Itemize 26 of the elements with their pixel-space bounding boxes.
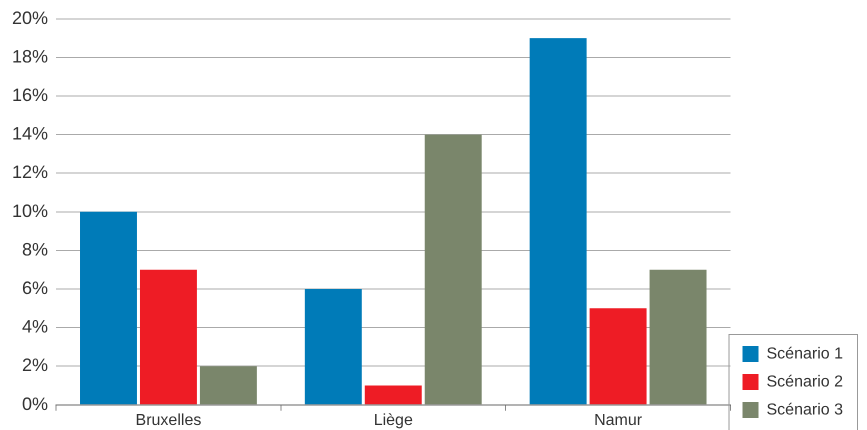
bar [304, 289, 362, 404]
x-tick-label: Namur [594, 412, 643, 429]
y-tick-label: 6% [22, 278, 48, 298]
y-tick-label: 0% [22, 394, 48, 414]
y-tick-label: 2% [22, 355, 48, 376]
y-tick-label: 4% [22, 316, 48, 337]
bar [140, 270, 197, 404]
y-tick-label: 16% [12, 84, 48, 105]
bar [650, 270, 707, 404]
legend-label: Scénario 2 [766, 373, 844, 390]
y-tick-label: 20% [12, 8, 48, 28]
y-tick-label: 18% [12, 46, 48, 66]
bar [200, 366, 257, 404]
bar [80, 212, 137, 404]
y-tick-label: 10% [12, 200, 48, 221]
bar [530, 38, 587, 404]
y-tick-label: 14% [12, 124, 48, 144]
bar [424, 134, 482, 404]
legend-label: Scénario 1 [766, 345, 844, 362]
legend-label: Scénario 3 [766, 401, 844, 418]
x-tick-label: Bruxelles [136, 412, 202, 429]
x-tick-label: Liège [374, 412, 413, 429]
bar [364, 386, 422, 404]
bar [590, 308, 647, 404]
y-tick-label: 8% [22, 239, 48, 260]
y-tick-label: 12% [12, 162, 48, 182]
